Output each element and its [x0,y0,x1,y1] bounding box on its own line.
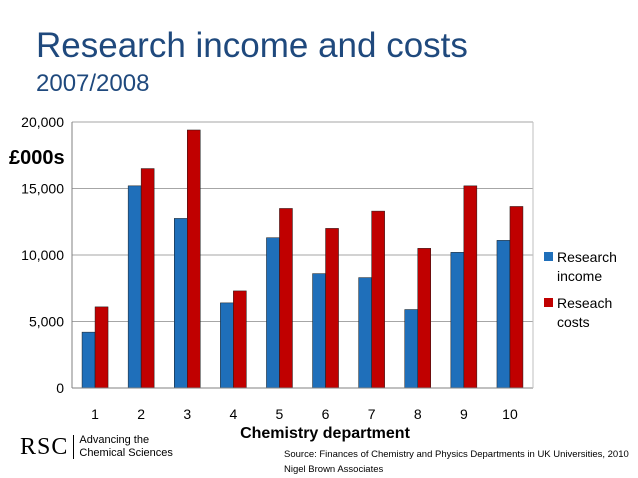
bar-research-costs [279,208,293,389]
x-tick-labels: 1 2 3 4 5 6 7 8 9 10 [91,406,518,422]
y-tick-labels: 0 5,000 10,000 15,000 20,000 [21,114,64,396]
x-axis-title: Chemistry department [240,425,410,442]
y-tick-label: 0 [56,380,64,396]
bar-research-income [496,240,511,389]
bar-research-income [358,277,372,389]
rsc-logo: RSC Advancing the Chemical Sciences [20,434,173,459]
bar-research-income [312,273,326,389]
legend-label: income [557,268,602,284]
y-tick-label: 15,000 [21,181,64,197]
chart-title: Research income and costs [36,26,468,65]
bar-research-costs [509,206,524,389]
legend-swatch-research-costs [544,298,553,307]
bar-research-income [404,309,418,389]
bar-research-income [266,237,280,389]
bar-research-costs [371,210,385,389]
y-tick-label: 10,000 [21,247,64,263]
bar-research-income [220,302,234,389]
x-tick-label: 2 [137,406,145,422]
bar-research-income [127,185,142,389]
logo-tagline-line2: Chemical Sciences [79,446,173,459]
y-tick-label: 20,000 [21,114,64,130]
source-line2: Nigel Brown Associates [284,464,384,475]
y-axis-label: £000s [9,147,65,169]
bar-research-income [174,218,188,389]
chart-subtitle: 2007/2008 [36,70,150,97]
legend-label: Research [557,249,617,265]
bar-research-costs [233,290,247,389]
legend-swatch-research-income [544,252,553,261]
source-line1: Source: Finances of Chemistry and Physic… [284,449,629,460]
logo-wordmark: RSC [20,434,75,459]
x-tick-label: 1 [91,406,99,422]
bar-research-costs [187,129,201,389]
bar-research-income [81,331,96,389]
x-tick-label: 9 [460,406,468,422]
x-tick-label: 10 [502,406,518,422]
bar-research-costs [417,248,431,389]
y-tick-label: 5,000 [29,314,64,330]
legend-label: costs [557,314,590,330]
legend: Research income Reseach costs [544,249,617,330]
x-tick-label: 3 [183,406,191,422]
logo-tagline-line1: Advancing the [79,434,150,446]
x-tick-label: 4 [229,406,237,422]
source-note: Source: Finances of Chemistry and Physic… [284,447,629,477]
bar-research-costs [94,306,109,389]
bar-research-income [450,252,465,389]
x-tick-label: 6 [322,406,330,422]
x-tick-label: 7 [368,406,376,422]
bar-research-costs [140,168,155,389]
bar-research-costs [463,185,478,389]
bars [81,129,524,389]
legend-label: Reseach [557,295,612,311]
bar-research-costs [325,228,339,389]
x-tick-label: 5 [276,406,284,422]
logo-tagline: Advancing the Chemical Sciences [74,434,173,459]
axes [71,122,534,389]
x-tick-label: 8 [414,406,422,422]
